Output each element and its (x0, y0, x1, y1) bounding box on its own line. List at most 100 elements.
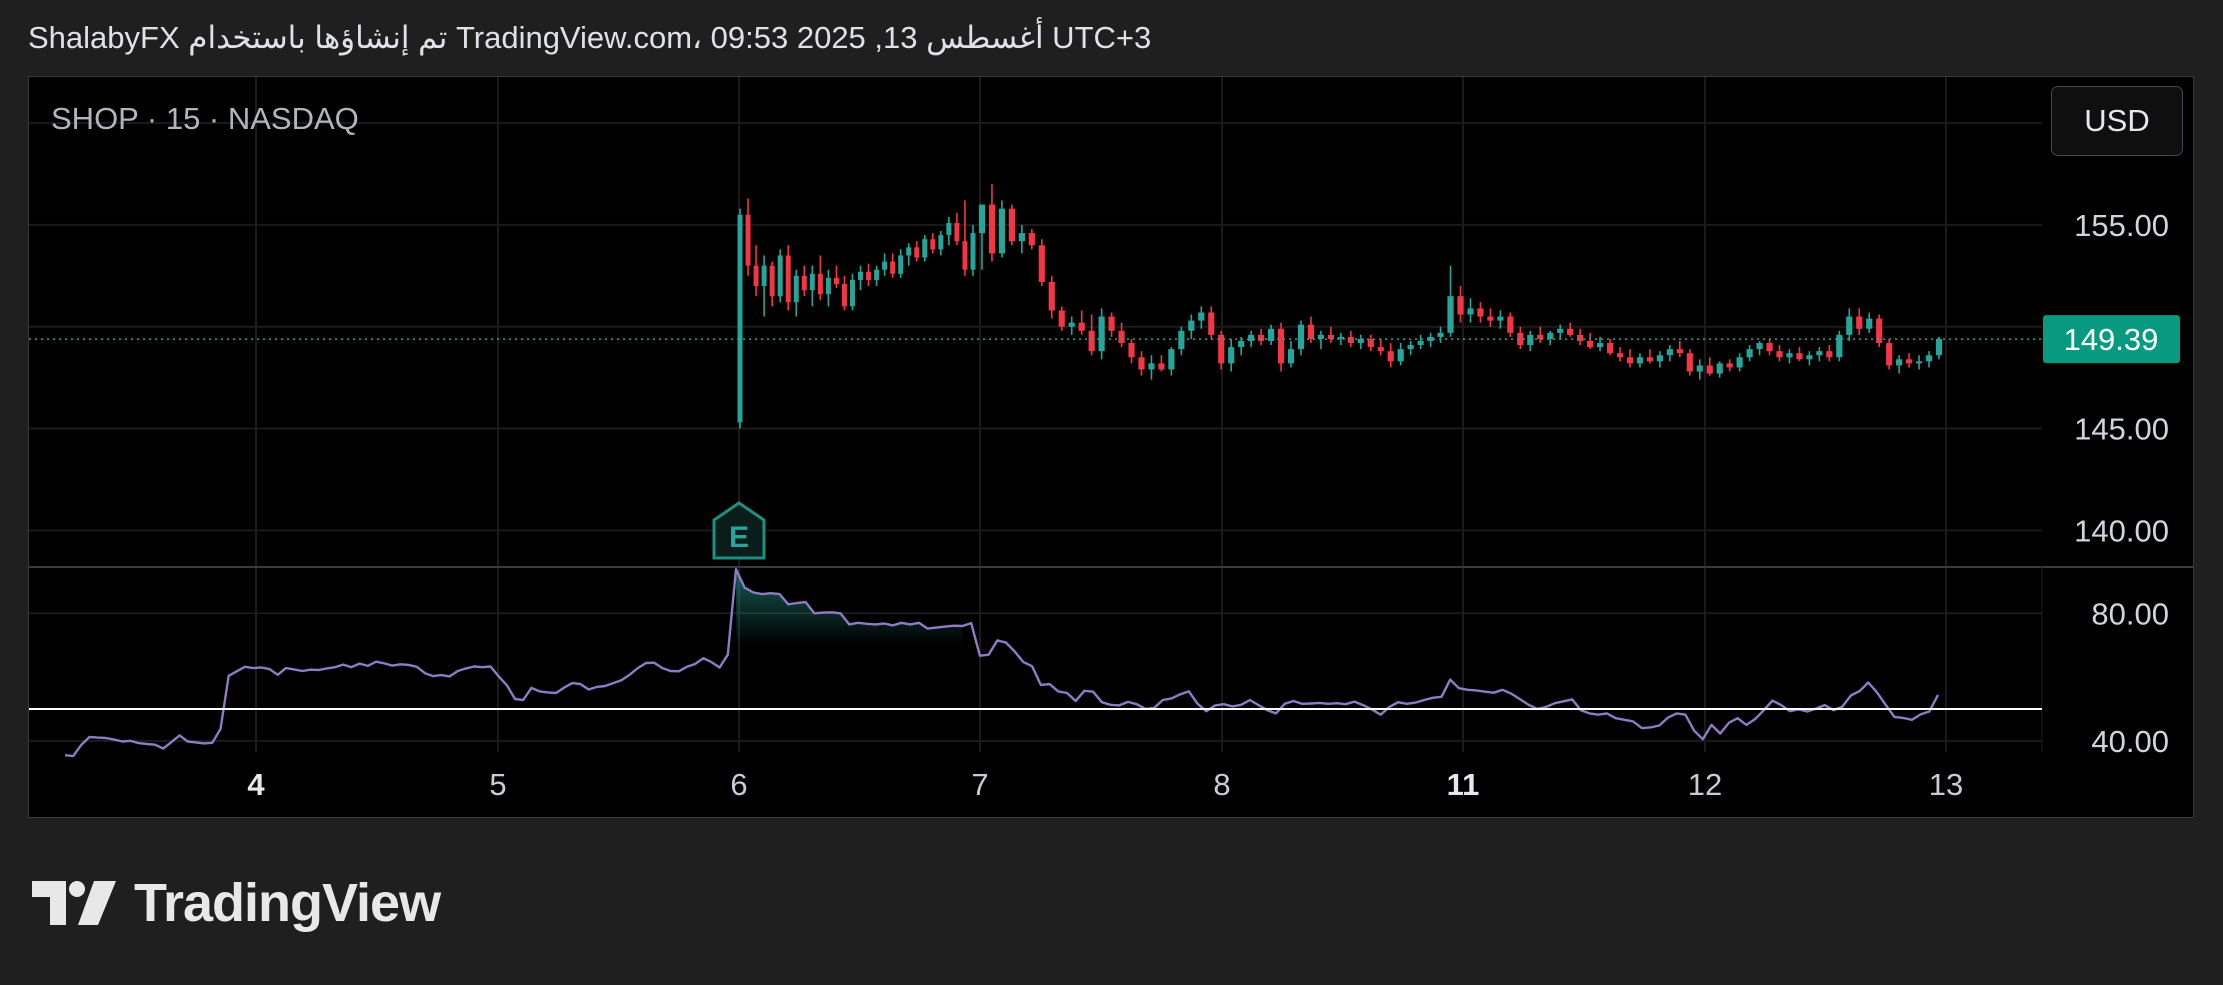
grid-lines (29, 77, 2193, 752)
price-chart-svg[interactable]: 149.39E 160.00155.00145.00140.0080.0040.… (29, 77, 2193, 817)
candle (1307, 324, 1315, 339)
last-price-tag (2043, 315, 2180, 364)
candle (817, 273, 823, 295)
candle (1387, 351, 1394, 362)
candle (1238, 340, 1245, 348)
candle (882, 261, 888, 270)
last-price-label: 149.39 (2064, 322, 2159, 357)
candle (1248, 334, 1255, 341)
candle (922, 239, 928, 258)
candle (793, 275, 799, 303)
candle (1118, 330, 1125, 344)
indicator-series (64, 568, 1940, 758)
candle (1397, 349, 1404, 362)
candle (1646, 357, 1654, 362)
symbol-label: SHOP · 15 · NASDAQ (51, 101, 359, 136)
candle (914, 247, 920, 258)
candle (1078, 322, 1085, 331)
candle (1736, 357, 1743, 368)
candle (825, 277, 831, 295)
candle (1517, 332, 1524, 346)
candle (1756, 343, 1763, 350)
candle (1277, 328, 1285, 364)
candle (1577, 334, 1584, 341)
candle (962, 241, 968, 270)
candle (890, 261, 896, 274)
candle (1138, 357, 1145, 370)
candle (1826, 351, 1833, 358)
candle (1327, 334, 1334, 339)
candle (1796, 353, 1803, 360)
candle (1347, 336, 1354, 344)
candle (1098, 316, 1105, 352)
candle (809, 273, 815, 291)
candle (849, 279, 855, 307)
candle (946, 222, 952, 236)
price-axis-label: 145.00 (2074, 412, 2169, 447)
candle (1567, 328, 1574, 335)
candle (1337, 336, 1344, 339)
candle (998, 208, 1006, 254)
candle (1228, 347, 1235, 364)
candle (1128, 343, 1135, 358)
candle (1906, 359, 1913, 364)
candle (1836, 334, 1843, 358)
candle (1068, 322, 1075, 327)
candle (938, 235, 944, 250)
candle (1816, 351, 1823, 356)
earnings-e-icon (712, 501, 766, 560)
candle (1686, 353, 1693, 372)
candle (1806, 355, 1813, 360)
tradingview-logo[interactable]: TradingView (32, 872, 441, 934)
candle (1457, 296, 1464, 315)
candle (1258, 334, 1265, 341)
candle (1925, 355, 1933, 362)
candle (1048, 281, 1055, 311)
candle (1596, 343, 1604, 348)
currency-button[interactable]: USD (2051, 86, 2183, 156)
candle (1616, 353, 1624, 358)
candle (1876, 318, 1883, 344)
candle (1297, 324, 1305, 350)
candle (970, 233, 976, 270)
chart-area[interactable]: 149.39E 160.00155.00145.00140.0080.0040.… (28, 76, 2194, 818)
candle (777, 255, 783, 297)
tradingview-logo-text: TradingView (134, 873, 441, 933)
candle (1148, 363, 1155, 370)
candle (753, 265, 759, 287)
candle (833, 277, 839, 284)
candle (1158, 363, 1165, 370)
earnings-marker: E (712, 501, 766, 560)
candle (1716, 363, 1723, 374)
candle (1317, 334, 1325, 339)
candle (801, 275, 807, 291)
candle (1377, 347, 1384, 352)
candle (1058, 310, 1065, 327)
chart-overlays: 149.39 E (29, 315, 2180, 710)
candle (1846, 316, 1853, 335)
candle (1357, 338, 1364, 344)
candle (1168, 349, 1175, 370)
candle (1557, 328, 1564, 333)
candle (1656, 355, 1663, 362)
candles (737, 184, 1943, 429)
indicator-line (64, 568, 1940, 758)
candle (1417, 340, 1424, 346)
indicator-axis-label: 40.00 (2091, 724, 2169, 759)
candle (841, 283, 847, 307)
time-axis-label: 4 (247, 767, 265, 802)
indicator-axis-label: 80.00 (2091, 596, 2169, 631)
candle (1178, 330, 1185, 350)
candle (1626, 357, 1634, 364)
candle (1028, 233, 1035, 246)
candle (978, 204, 986, 234)
candle (1188, 320, 1195, 331)
candle (1407, 345, 1414, 350)
candle (1218, 334, 1225, 364)
candle (1935, 338, 1943, 356)
candle (1776, 351, 1783, 358)
candle (1866, 318, 1873, 329)
candle (1676, 349, 1683, 354)
candle (1726, 363, 1733, 368)
candle (930, 239, 936, 250)
